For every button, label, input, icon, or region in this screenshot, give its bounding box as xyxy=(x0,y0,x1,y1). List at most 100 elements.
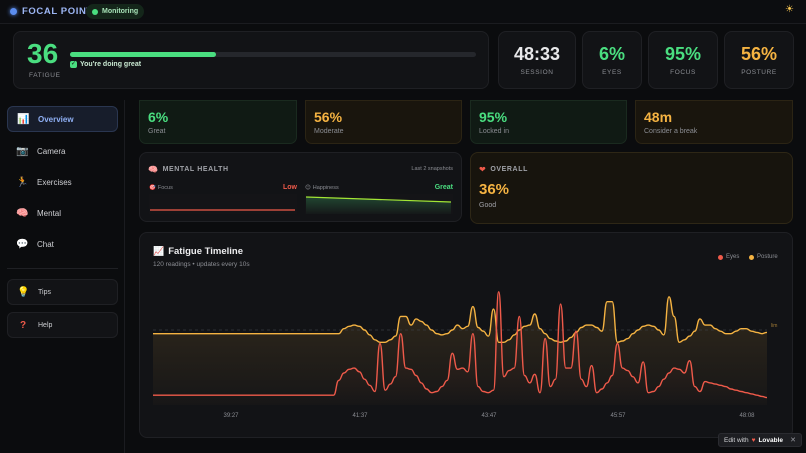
legend-posture: Posture xyxy=(749,254,778,260)
sidebar-item-overview[interactable]: 📊 Overview xyxy=(7,106,118,132)
stat-label: SESSION xyxy=(520,69,554,76)
x-tick-label: 39:27 xyxy=(223,413,239,419)
status-dot-icon xyxy=(92,8,98,15)
stat-card-focus: 95% FOCUS xyxy=(648,31,718,89)
fatigue-message: ✓ You're doing great xyxy=(70,61,141,68)
sidebar-item-camera[interactable]: 📷 Camera xyxy=(7,138,118,164)
overall-state: Good xyxy=(479,202,497,209)
stat-label: POSTURE xyxy=(741,69,777,76)
x-tick-label: 48:08 xyxy=(739,413,755,419)
happiness-sparkline xyxy=(305,194,453,214)
chart-icon: 📊 xyxy=(17,113,30,125)
focus-sparkline xyxy=(149,194,297,214)
app-title: FOCAL POINT xyxy=(22,6,93,17)
fatigue-card xyxy=(13,31,489,89)
mental-health-title-text: MENTAL HEALTH xyxy=(162,166,229,173)
snapshots-label: Last 2 snapshots xyxy=(411,166,453,172)
sidebar-item-label: Mental xyxy=(37,208,62,218)
stat-card-posture: 56% POSTURE xyxy=(724,31,794,89)
status-badge: Monitoring xyxy=(86,4,145,19)
focus-spark-bg xyxy=(149,194,297,214)
threshold-label: lim xyxy=(771,323,778,329)
sidebar-item-tips[interactable]: 💡 Tips xyxy=(7,279,118,305)
happiness-label-text: Happiness xyxy=(312,185,339,191)
status-text: Monitoring xyxy=(102,8,139,15)
logo-icon xyxy=(10,8,17,15)
sidebar-item-exercises[interactable]: 🏃 Exercises xyxy=(7,169,118,195)
bulb-icon: 💡 xyxy=(17,286,30,298)
legend-dot-icon xyxy=(749,254,754,260)
edit-with-lovable-badge[interactable]: Edit with ♥ Lovable ✕ xyxy=(718,433,802,447)
legend-eyes: Eyes xyxy=(718,254,739,260)
metric-sub: Locked in xyxy=(479,128,509,135)
sidebar-item-help[interactable]: ? Help xyxy=(7,312,118,338)
happiness-state: Great xyxy=(434,184,453,191)
close-icon[interactable]: ✕ xyxy=(790,437,796,444)
overall-value: 36% xyxy=(479,181,510,198)
focus-label-text: Focus xyxy=(157,185,173,191)
timeline-title: 📈 Fatigue Timeline xyxy=(153,246,243,257)
metric-card-session: 48m Consider a break xyxy=(635,100,793,144)
metric-card-posture: 56% Moderate xyxy=(305,100,462,144)
brain-icon: 🧠 xyxy=(16,207,29,219)
sidebar-item-label: Help xyxy=(38,321,53,329)
timeline-subtitle: 120 readings • updates every 10s xyxy=(153,261,250,268)
edit-brand: Lovable xyxy=(758,436,783,444)
eyes-area xyxy=(153,291,767,405)
metric-value: 6% xyxy=(148,109,169,125)
posture-series-line xyxy=(153,296,768,344)
eyes-series-line xyxy=(153,291,768,399)
legend-dot-icon xyxy=(718,254,723,260)
checkmark-icon: ✓ xyxy=(70,61,77,68)
chat-icon: 💬 xyxy=(16,238,29,250)
heart-icon: ❤ xyxy=(479,165,487,174)
stat-value: 48:33 xyxy=(513,44,561,64)
metric-value: 56% xyxy=(314,109,343,125)
stat-card-session: 48:33 SESSION xyxy=(498,31,576,89)
metric-sub: Great xyxy=(148,128,166,135)
metric-sub: Consider a break xyxy=(644,128,698,135)
sidebar-item-chat[interactable]: 💬 Chat xyxy=(7,231,118,257)
stat-value: 56% xyxy=(740,44,778,64)
camera-icon: 📷 xyxy=(16,145,29,157)
chart-icon: 📈 xyxy=(153,246,165,256)
x-tick-label: 45:57 xyxy=(610,413,626,419)
brain-icon: 🧠 xyxy=(148,165,159,174)
metric-card-eyes: 6% Great xyxy=(139,100,297,144)
sidebar xyxy=(0,100,125,453)
x-tick-label: 43:47 xyxy=(481,413,497,419)
sidebar-item-label: Overview xyxy=(38,114,74,124)
overall-title-text: OVERALL xyxy=(490,166,528,173)
overall-card xyxy=(470,152,793,224)
legend-label: Eyes xyxy=(726,254,740,260)
sidebar-item-label: Chat xyxy=(37,239,54,249)
theme-toggle-sun-icon[interactable]: ☀ xyxy=(785,4,794,15)
fatigue-label: FATIGUE xyxy=(29,72,61,79)
x-tick-label: 41:37 xyxy=(352,413,368,419)
stat-label: EYES xyxy=(602,69,622,76)
fatigue-progress-bar xyxy=(70,52,476,57)
metric-card-focus: 95% Locked in xyxy=(470,100,627,144)
overall-title: ❤ OVERALL xyxy=(479,165,528,174)
edit-prefix: Edit with xyxy=(724,436,749,444)
focus-state: Low xyxy=(283,184,297,191)
metric-sub: Moderate xyxy=(314,128,344,135)
sidebar-divider xyxy=(7,268,118,269)
runner-icon: 🏃 xyxy=(16,176,29,188)
fatigue-message-text: You're doing great xyxy=(80,61,142,68)
timeline-title-text: Fatigue Timeline xyxy=(168,246,244,257)
focus-label: 🎯 Focus xyxy=(149,185,173,191)
mental-health-title: 🧠 MENTAL HEALTH xyxy=(148,165,229,174)
fatigue-progress-fill xyxy=(70,52,217,57)
question-icon: ? xyxy=(19,319,27,331)
metric-value: 95% xyxy=(479,109,508,125)
metric-value: 48m xyxy=(644,109,673,125)
top-bar: FOCAL POINT Monitoring ☀ xyxy=(0,0,806,24)
sidebar-item-mental[interactable]: 🧠 Mental xyxy=(7,200,118,226)
fatigue-score: 36 xyxy=(27,38,59,69)
brand[interactable]: FOCAL POINT xyxy=(10,6,93,17)
stat-label: FOCUS xyxy=(670,69,696,76)
happiness-spark-line xyxy=(305,196,452,203)
smile-icon: 😊 xyxy=(305,185,311,191)
